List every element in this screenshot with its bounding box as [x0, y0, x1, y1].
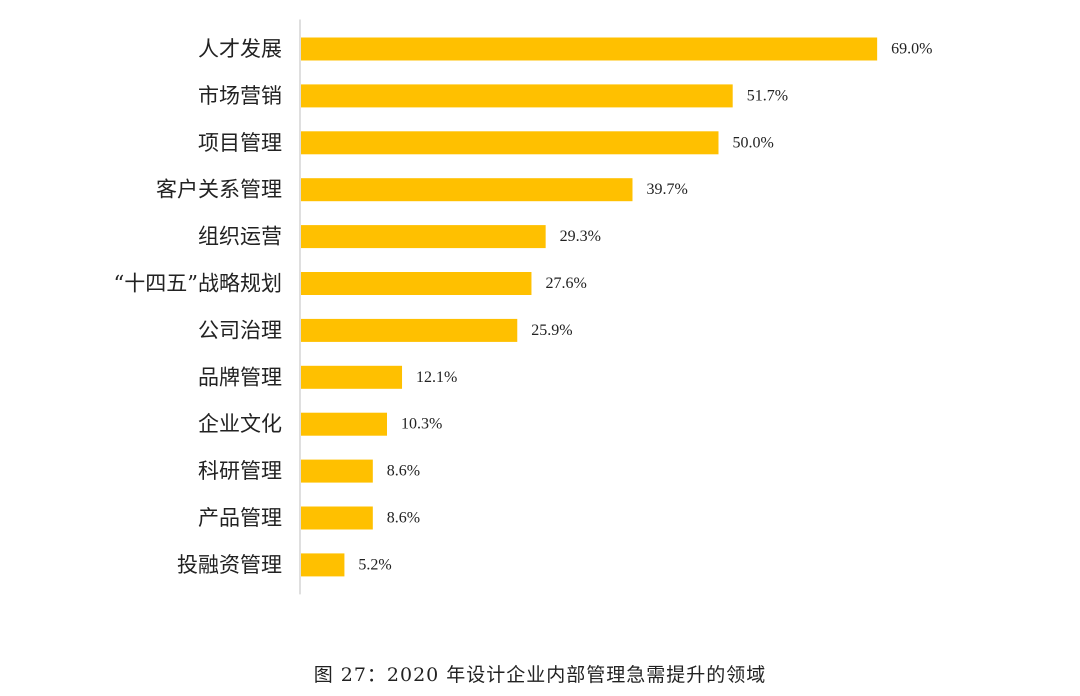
- bar: [301, 84, 733, 108]
- value-label: 12.1%: [416, 369, 457, 386]
- bar: [301, 365, 403, 389]
- value-label: 27.6%: [545, 275, 586, 292]
- value-label: 10.3%: [401, 416, 442, 433]
- value-label: 25.9%: [531, 322, 572, 339]
- category-label: 品牌管理: [198, 365, 282, 389]
- bar-chart: 人才发展 69.0% 市场营销 51.7% 项目管理 50.0% 客户关系管理 39.7% 组织…: [114, 19, 933, 595]
- value-label: 50.0%: [733, 134, 774, 151]
- bar: [301, 225, 546, 249]
- figure-caption: 图 27：2020 年设计企业内部管理急需提升的领域: [313, 664, 767, 686]
- bar: [301, 318, 518, 342]
- value-label: 39.7%: [646, 181, 687, 198]
- category-label: 产品管理: [198, 506, 282, 530]
- category-label: “十四五”战略规划: [114, 272, 282, 296]
- bar: [301, 506, 373, 530]
- bar: [301, 272, 532, 295]
- bar: [301, 412, 388, 436]
- category-label: 公司治理: [198, 318, 282, 342]
- value-label: 51.7%: [747, 87, 788, 104]
- chart-canvas: 人才发展 69.0% 市场营销 51.7% 项目管理 50.0% 客户关系管理 39.7% 组织…: [114, 19, 933, 595]
- bars-group: 人才发展 69.0% 市场营销 51.7% 项目管理 50.0% 客户关系管理 39.7% 组织…: [114, 37, 933, 577]
- value-label: 29.3%: [560, 228, 601, 245]
- category-label: 人才发展: [198, 37, 282, 61]
- category-label: 企业文化: [198, 412, 282, 436]
- value-label: 8.6%: [387, 510, 420, 527]
- value-label: 8.6%: [387, 463, 420, 480]
- value-label: 5.2%: [358, 556, 391, 573]
- category-label: 项目管理: [198, 131, 282, 155]
- bar: [301, 553, 345, 577]
- value-label: 69.0%: [891, 41, 932, 58]
- category-label: 投融资管理: [177, 553, 282, 577]
- category-label: 市场营销: [198, 84, 282, 108]
- category-label: 客户关系管理: [156, 178, 282, 202]
- category-label: 组织运营: [198, 225, 282, 249]
- category-label: 科研管理: [198, 459, 282, 483]
- bar: [301, 131, 719, 155]
- bar: [301, 459, 373, 483]
- bar: [301, 37, 878, 61]
- bar: [301, 178, 633, 202]
